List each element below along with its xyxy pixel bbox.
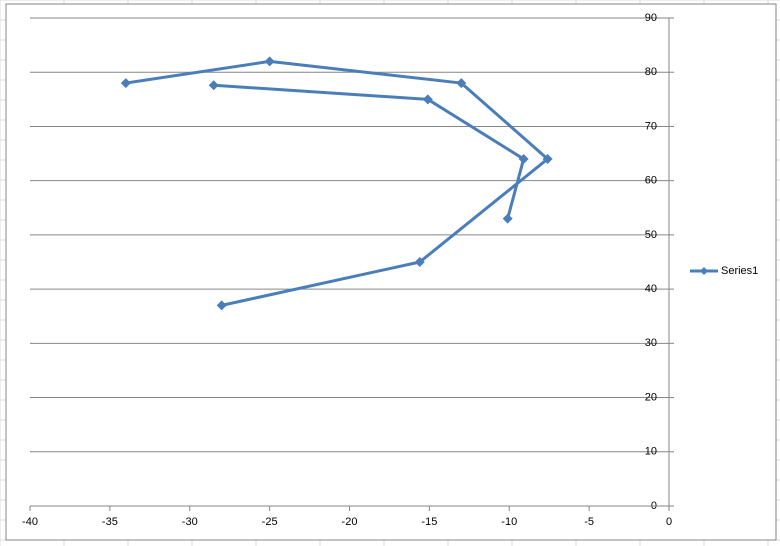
marker: [264, 56, 275, 67]
x-tick-label: -15: [421, 516, 437, 528]
y-tick-label: 20: [645, 391, 657, 403]
marker: [456, 78, 467, 89]
marker: [414, 257, 425, 267]
y-tick-label: 70: [645, 120, 657, 132]
marker: [542, 153, 553, 164]
series-line: [125, 59, 550, 307]
x-tick-label: -20: [342, 516, 358, 528]
legend-label: Series1: [721, 265, 758, 277]
marker: [216, 300, 227, 311]
y-tick-label: 30: [645, 337, 657, 349]
marker: [120, 78, 131, 89]
x-tick-label: -40: [22, 516, 38, 528]
x-tick-label: -25: [262, 516, 278, 528]
y-tick-label: 10: [645, 446, 657, 458]
x-tick-label: -35: [102, 516, 118, 528]
chart-area: [5, 3, 777, 541]
y-tick-label: 60: [645, 175, 657, 187]
x-tick-label: -30: [182, 516, 198, 528]
marker: [422, 94, 433, 105]
legend-marker: [700, 267, 708, 275]
y-tick-label: 40: [645, 283, 657, 295]
x-tick-label: -5: [584, 516, 594, 528]
marker: [502, 213, 513, 224]
marker: [208, 80, 219, 91]
x-tick-label: 0: [666, 516, 672, 528]
x-tick-label: -10: [501, 516, 517, 528]
y-tick-label: 50: [645, 229, 657, 241]
y-tick-label: 80: [645, 66, 657, 78]
marker: [518, 153, 529, 164]
y-tick-label: 90: [645, 12, 657, 24]
